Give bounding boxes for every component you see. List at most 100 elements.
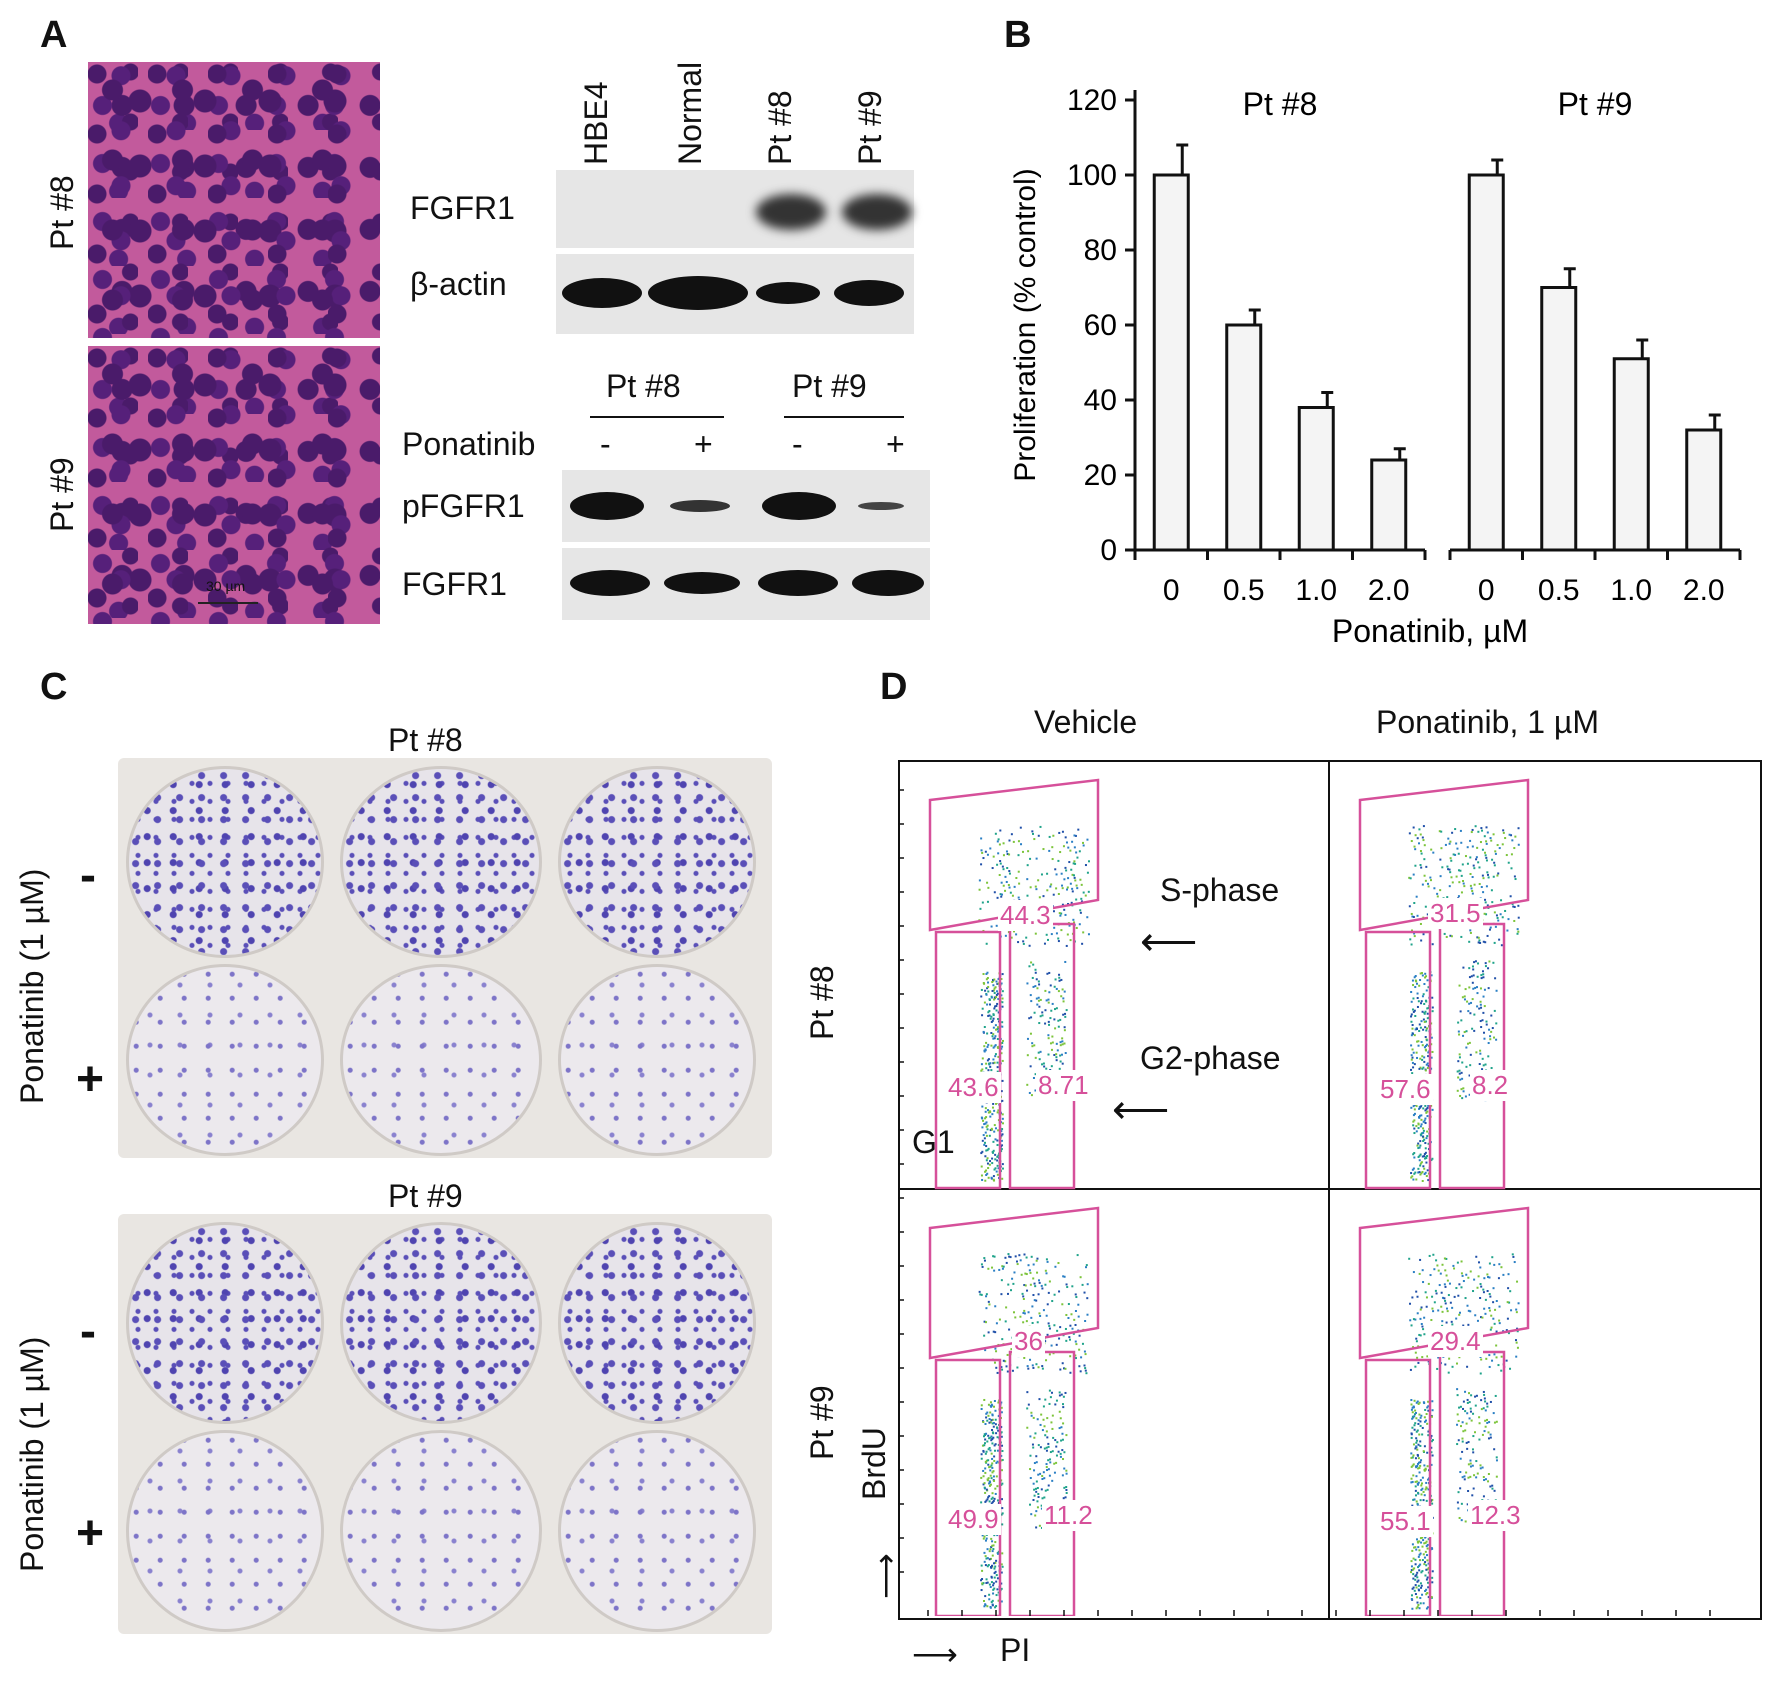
flow-event (1489, 926, 1492, 929)
flow-event (1487, 1055, 1490, 1058)
flow-event (995, 1426, 998, 1429)
flow-event (1002, 1265, 1005, 1268)
flow-event (1412, 1405, 1415, 1408)
flow-event (1456, 1394, 1459, 1397)
flow-event (995, 1432, 998, 1435)
flow-event (1411, 1175, 1414, 1178)
flow-event (1410, 1324, 1413, 1327)
flow-event (1086, 838, 1089, 841)
flow-event (1484, 965, 1487, 968)
flow-event (1416, 1462, 1419, 1465)
flow-event (1443, 1257, 1446, 1260)
flow-event (1423, 844, 1426, 847)
flow-event (1425, 1039, 1428, 1042)
g1-gate (1364, 1358, 1432, 1616)
flow-event (1459, 1094, 1462, 1097)
gate-g2-pt8-vehicle: 8.71 (1036, 1070, 1091, 1101)
flow-event (1036, 1257, 1039, 1260)
flow-event (1013, 1271, 1016, 1274)
flow-event (1001, 1099, 1004, 1102)
flow-event (1482, 1031, 1485, 1034)
flow-event (1456, 1261, 1459, 1264)
flow-event (1443, 1297, 1446, 1300)
flow-event (1037, 879, 1040, 882)
flow-event (993, 1130, 996, 1133)
blot2-sign-2: + (694, 426, 713, 462)
flow-event (984, 1122, 987, 1125)
flow-event (1412, 1271, 1415, 1274)
flow-event (1046, 1303, 1049, 1306)
flow-event (1456, 1501, 1459, 1504)
flow-event (991, 1540, 994, 1543)
flow-event (1426, 1547, 1429, 1550)
flow-event (1045, 933, 1048, 936)
flow-event (1460, 1088, 1463, 1091)
flow-event (1426, 1478, 1429, 1481)
flow-event (981, 901, 984, 904)
flow-event (1480, 827, 1483, 830)
flow-event (1039, 1446, 1042, 1449)
flow-event (1444, 1269, 1447, 1272)
flow-event (1456, 1413, 1459, 1416)
flow-event (990, 1564, 993, 1567)
flow-event (997, 1011, 1000, 1014)
flow-event (1414, 1171, 1417, 1174)
flow-event (1017, 896, 1020, 899)
flow-event (1446, 1307, 1449, 1310)
flow-event (1445, 1321, 1448, 1324)
flow-event (1001, 1133, 1004, 1136)
flow-event (1065, 869, 1068, 872)
flow-event (983, 1551, 986, 1554)
flow-event (1441, 1310, 1444, 1313)
flow-event (983, 1123, 986, 1126)
flow-event (1064, 1496, 1067, 1499)
flow-event (1423, 1020, 1426, 1023)
flow-event (993, 987, 996, 990)
flow-event (985, 942, 988, 945)
flow-event (1026, 894, 1029, 897)
flow-event (993, 1562, 996, 1565)
flow-event (1068, 861, 1071, 864)
flow-event (1059, 1455, 1062, 1458)
flow-event (1027, 1264, 1030, 1267)
flow-event (1438, 1284, 1441, 1287)
flow-event (1456, 1443, 1459, 1446)
flow-event (1460, 1425, 1463, 1428)
flow-event (996, 1061, 999, 1064)
flow-event (1004, 934, 1007, 937)
flow-event (1011, 1277, 1014, 1280)
flow-event (1415, 1445, 1418, 1448)
flow-event (980, 1407, 983, 1410)
flow-event (988, 1466, 991, 1469)
flow-event (1059, 1041, 1062, 1044)
flow-event (1061, 1449, 1064, 1452)
flow-event (986, 853, 989, 856)
flow-event (1413, 1132, 1416, 1135)
flow-event (1061, 1438, 1064, 1441)
panel-label-b: B (1004, 14, 1032, 56)
flow-event (1482, 1064, 1485, 1067)
flow-event (1410, 1106, 1413, 1109)
flow-event (1482, 973, 1485, 976)
flow-event (1513, 919, 1516, 922)
flow-event (1073, 921, 1076, 924)
flow-event (1423, 1119, 1426, 1122)
flow-event (1421, 1179, 1424, 1182)
flow-event (982, 1537, 985, 1540)
flow-event (1038, 983, 1041, 986)
flow-event (1019, 1259, 1022, 1262)
flow-event (978, 879, 981, 882)
flow-event (997, 1499, 1000, 1502)
flow-event (995, 1350, 998, 1353)
flow-event (1001, 1523, 1004, 1526)
flow-event (996, 1164, 999, 1167)
flow-event (987, 1267, 990, 1270)
flow-event (1495, 1356, 1498, 1359)
flow-event (1037, 1051, 1040, 1054)
flow-event (1478, 1063, 1481, 1066)
flow-event (1476, 1472, 1479, 1475)
flow-event (1085, 1372, 1088, 1375)
flow-event (987, 1167, 990, 1170)
flow-event (1032, 1277, 1035, 1280)
flow-event (1425, 1487, 1428, 1490)
